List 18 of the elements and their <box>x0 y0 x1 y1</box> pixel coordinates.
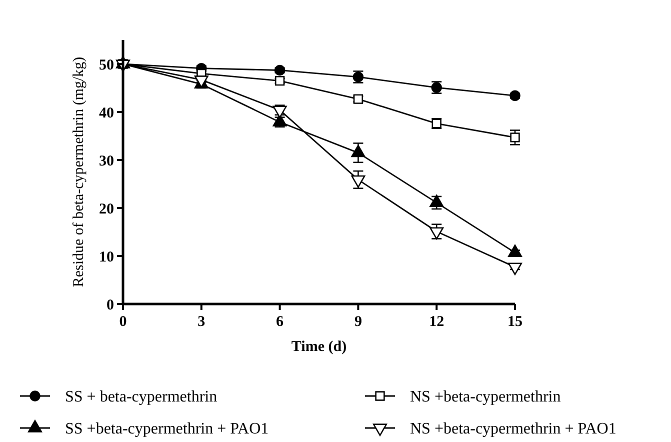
x-tick-label: 0 <box>119 314 127 330</box>
x-tick-label: 15 <box>508 314 522 330</box>
x-tick-label: 6 <box>276 314 284 330</box>
y-tick-label: 20 <box>99 201 114 218</box>
y-tick-label: 0 <box>106 297 114 314</box>
legend-label: NS +beta-cypermethrin <box>410 388 561 406</box>
x-tick-label: 12 <box>429 314 444 330</box>
legend-label: SS +beta-cypermethrin + PAO1 <box>65 420 269 438</box>
legend-label: NS +beta-cypermethrin + PAO1 <box>410 420 616 438</box>
y-tick-label: 40 <box>99 105 114 122</box>
legend-label: SS + beta-cypermethrin <box>65 388 218 406</box>
y-axis-title: Residue of beta-cypermethrin (mg/kg) <box>71 56 87 288</box>
y-tick-label: 30 <box>99 153 114 170</box>
y-tick-label: 50 <box>99 57 114 74</box>
x-axis-title: Time (d) <box>291 339 347 355</box>
y-tick-label: 10 <box>99 249 114 266</box>
x-tick-label: 3 <box>198 314 206 330</box>
x-tick-label: 9 <box>354 314 362 330</box>
